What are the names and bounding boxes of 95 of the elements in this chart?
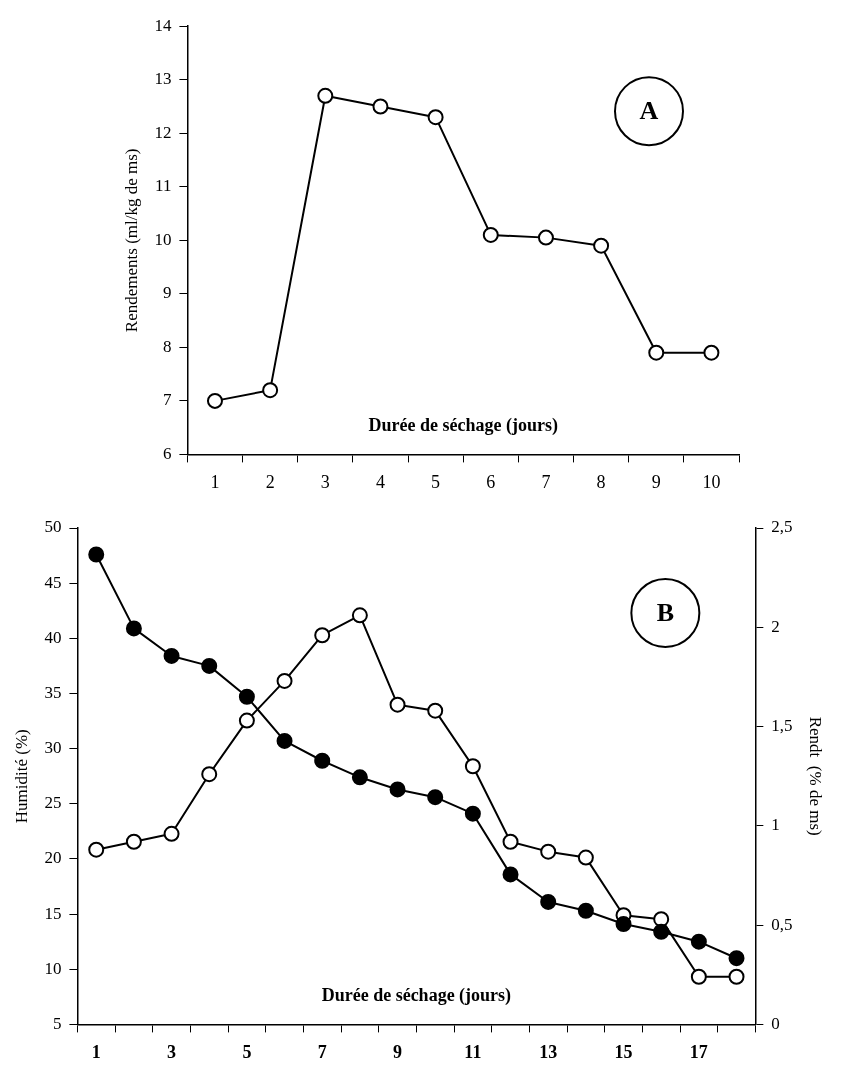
- point: [482, 226, 499, 243]
- y-tick-label: 7: [162, 390, 172, 410]
- point: [502, 866, 519, 883]
- x-tick-label: 10: [702, 471, 721, 492]
- point: [314, 627, 331, 644]
- point: [728, 968, 745, 985]
- point: [389, 781, 406, 798]
- point: [690, 968, 707, 985]
- y-tick-label: 10: [154, 229, 172, 249]
- annotation: A: [639, 95, 659, 125]
- y2-axis-title: Rendt (% de ms): [806, 716, 826, 836]
- y-tick-label: 13: [154, 69, 172, 89]
- y-tick-label: 40: [44, 627, 62, 647]
- point: [427, 789, 444, 806]
- point: [276, 732, 293, 749]
- point: [125, 833, 142, 850]
- y-tick-label: 45: [44, 572, 62, 592]
- x-tick-label: 1: [91, 1041, 101, 1062]
- x-axis-title: Durée de séchage (jours): [368, 415, 558, 437]
- y2-tick-label: 2: [771, 616, 780, 636]
- x-tick-label: 9: [393, 1041, 403, 1062]
- x-tick-label: 5: [242, 1041, 252, 1062]
- point: [163, 647, 180, 664]
- y-axis-title: Humidité (%): [11, 729, 31, 824]
- x-tick-label: 11: [464, 1041, 482, 1062]
- point: [615, 916, 632, 933]
- y-tick-label: 6: [162, 443, 172, 463]
- x-tick-label: 5: [431, 471, 441, 492]
- y2-tick-label: 0,5: [771, 914, 793, 934]
- y-tick-label: 15: [44, 903, 62, 923]
- point: [201, 657, 218, 674]
- point: [201, 766, 218, 783]
- y-tick-label: 5: [52, 1013, 62, 1033]
- point: [88, 546, 105, 563]
- point: [389, 696, 406, 713]
- point: [427, 702, 444, 719]
- y-tick-label: 35: [44, 682, 62, 702]
- point: [540, 893, 557, 910]
- point: [502, 833, 519, 850]
- y-tick-label: 8: [162, 336, 172, 356]
- point: [427, 109, 444, 126]
- x-tick-label: 7: [541, 471, 551, 492]
- point: [206, 392, 223, 409]
- point: [577, 849, 594, 866]
- y-tick-label: 14: [154, 15, 172, 35]
- y-tick-label: 50: [44, 517, 62, 537]
- point: [593, 237, 610, 254]
- x-tick-label: 4: [375, 471, 385, 492]
- point: [351, 607, 368, 624]
- point: [464, 758, 481, 775]
- point: [577, 902, 594, 919]
- point: [703, 344, 720, 361]
- point: [648, 344, 665, 361]
- point: [125, 620, 142, 637]
- point: [238, 688, 255, 705]
- x-tick-label: 13: [539, 1041, 558, 1062]
- x-axis-title: Durée de séchage (jours): [321, 985, 512, 1007]
- point: [276, 672, 293, 689]
- x-tick-label: 6: [486, 471, 496, 492]
- point: [372, 98, 389, 115]
- y-tick-label: 25: [44, 793, 62, 813]
- y-tick-label: 11: [155, 176, 172, 196]
- x-tick-label: 9: [651, 471, 661, 492]
- point: [653, 923, 670, 940]
- point: [317, 87, 334, 104]
- y-tick-label: 12: [154, 122, 172, 142]
- x-tick-label: 15: [614, 1041, 633, 1062]
- point: [238, 712, 255, 729]
- x-tick-label: 2: [265, 471, 275, 492]
- y2-tick-label: 2,5: [771, 517, 793, 537]
- y2-tick-label: 1: [771, 815, 780, 835]
- point: [540, 843, 557, 860]
- y-tick-label: 30: [44, 738, 62, 758]
- x-tick-label: 17: [689, 1041, 708, 1062]
- y-tick-label: 10: [44, 958, 62, 978]
- y-tick-label: 9: [162, 283, 172, 303]
- x-tick-label: 8: [596, 471, 606, 492]
- x-tick-label: 1: [210, 471, 220, 492]
- point: [464, 805, 481, 822]
- y2-tick-label: 1,5: [771, 716, 793, 736]
- y-axis-title: Rendements (ml/kg de ms): [121, 148, 141, 333]
- x-tick-label: 3: [320, 471, 330, 492]
- point: [163, 825, 180, 842]
- annotation: B: [656, 597, 675, 627]
- point: [262, 382, 279, 399]
- point: [314, 752, 331, 769]
- point: [537, 229, 554, 246]
- point: [88, 841, 105, 858]
- point: [351, 769, 368, 786]
- point: [728, 950, 745, 967]
- y-tick-label: 20: [44, 848, 62, 868]
- point: [690, 933, 707, 950]
- x-tick-label: 7: [317, 1041, 327, 1062]
- y2-tick-label: 0: [771, 1013, 780, 1033]
- x-tick-label: 3: [167, 1041, 177, 1062]
